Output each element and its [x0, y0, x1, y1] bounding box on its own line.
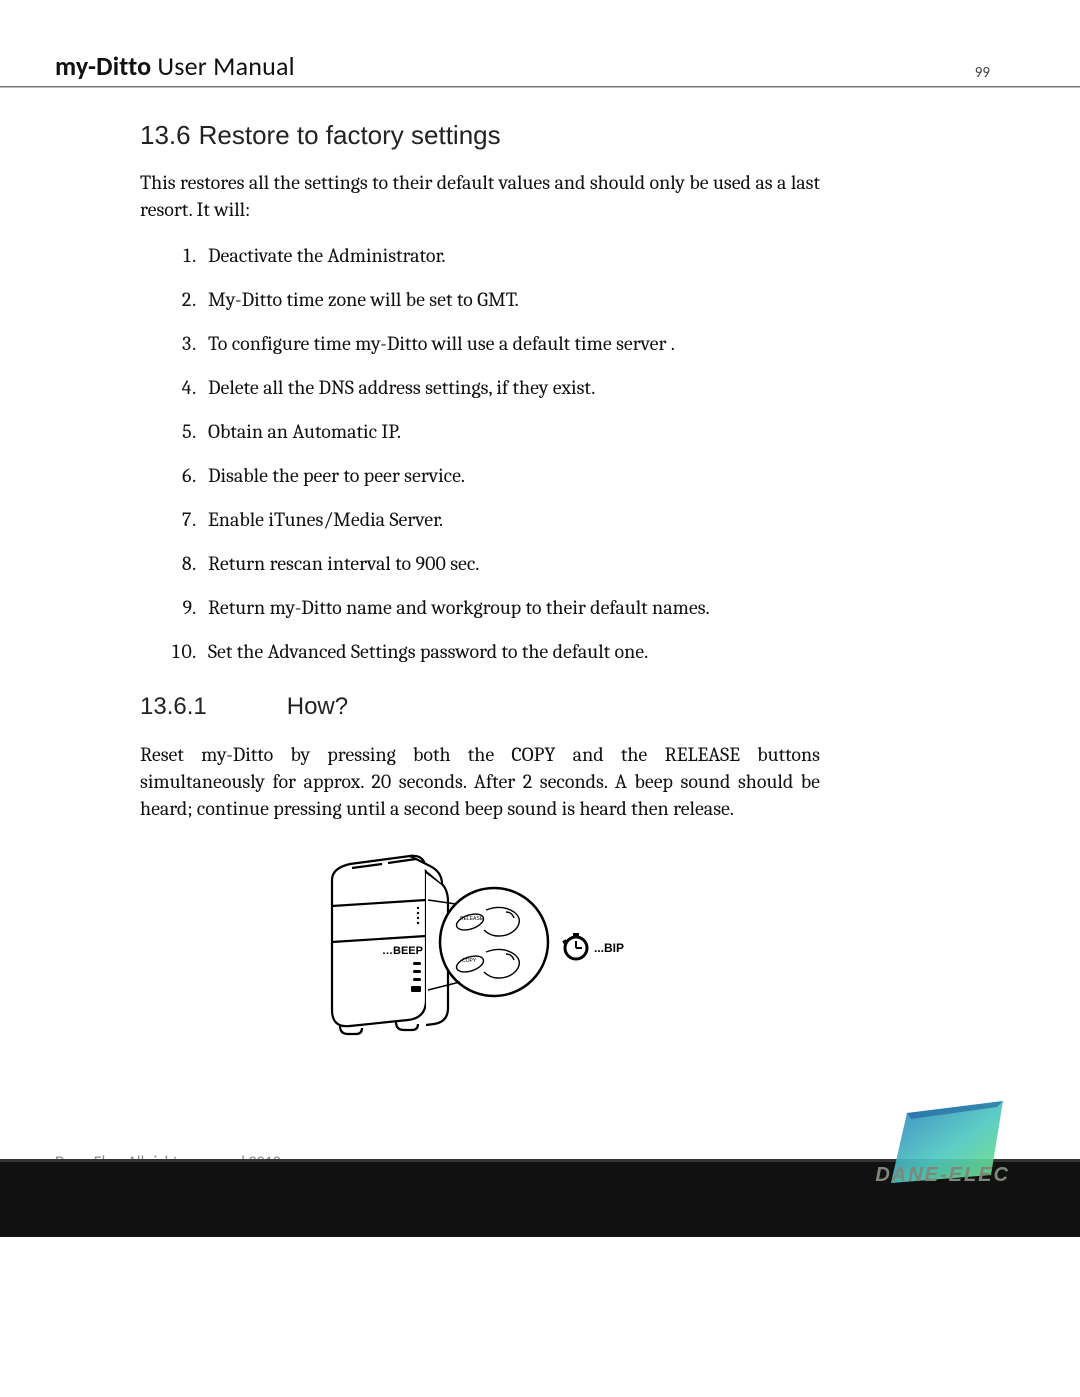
bip-label: ...BIP — [594, 941, 624, 955]
section-number: 13.6 — [140, 120, 191, 150]
list-item: My-Ditto time zone will be set to GMT. — [200, 287, 820, 313]
subsection-body: Reset my-Ditto by pressing both the COPY… — [140, 741, 820, 822]
section-heading: 13.6 Restore to factory settings — [140, 120, 820, 151]
brand-name: DANE-ELEC — [875, 1164, 1010, 1187]
beep-label: …BEEP — [382, 945, 423, 957]
page-number: 99 — [975, 64, 1025, 82]
brand-logo — [885, 1101, 1015, 1215]
header-title-bold: my-Ditto — [55, 50, 151, 82]
list-item: Delete all the DNS address settings, if … — [200, 375, 820, 401]
list-item: Set the Advanced Settings password to th… — [200, 639, 820, 665]
figure: …BEEP RELEASE COPY — [140, 850, 820, 1040]
section-intro: This restores all the settings to their … — [140, 169, 820, 223]
page: my-Ditto User Manual 99 13.6 Restore to f… — [0, 0, 1080, 1397]
page-header: my-Ditto User Manual 99 — [0, 0, 1080, 86]
list-item: Deactivate the Administrator. — [200, 243, 820, 269]
subsection-title: How? — [287, 693, 348, 720]
subsection-heading: 13.6.1 How? — [140, 693, 820, 721]
header-title-rest: User Manual — [151, 50, 294, 82]
subsection-number: 13.6.1 — [140, 693, 207, 720]
list-item: To configure time my-Ditto will use a de… — [200, 331, 820, 357]
list-item: Disable the peer to peer service. — [200, 463, 820, 489]
copy-button-label: COPY — [462, 958, 477, 964]
reset-diagram-svg: …BEEP RELEASE COPY — [310, 850, 650, 1040]
header-title: my-Ditto User Manual — [55, 50, 295, 82]
steps-list: Deactivate the Administrator. My-Ditto t… — [140, 243, 820, 665]
content-area: 13.6 Restore to factory settings This res… — [140, 88, 820, 1040]
list-item: Obtain an Automatic IP. — [200, 419, 820, 445]
brand-logo-svg — [885, 1101, 1015, 1211]
list-item: Return rescan interval to 900 sec. — [200, 551, 820, 577]
list-item: Enable iTunes/Media Server. — [200, 507, 820, 533]
list-item: Return my-Ditto name and workgroup to th… — [200, 595, 820, 621]
release-button-label: RELEASE — [460, 916, 484, 922]
section-title: Restore to factory settings — [199, 120, 501, 150]
